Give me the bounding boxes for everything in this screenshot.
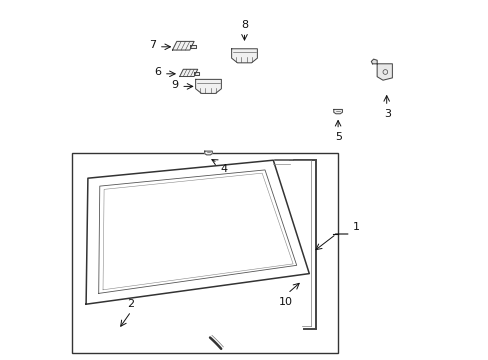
Bar — [72, 153, 337, 353]
Text: 4: 4 — [220, 164, 227, 174]
Polygon shape — [376, 64, 391, 80]
Polygon shape — [204, 151, 212, 155]
Polygon shape — [194, 72, 199, 75]
Text: 5: 5 — [335, 132, 342, 143]
Text: 10: 10 — [278, 297, 292, 307]
Text: 1: 1 — [352, 222, 359, 232]
Text: 9: 9 — [170, 80, 178, 90]
Text: 7: 7 — [149, 40, 156, 50]
Polygon shape — [231, 49, 257, 63]
Polygon shape — [370, 59, 376, 64]
Polygon shape — [172, 41, 194, 50]
Polygon shape — [189, 45, 196, 48]
Text: 6: 6 — [154, 67, 161, 77]
Text: 8: 8 — [241, 19, 247, 30]
Polygon shape — [86, 160, 309, 304]
Polygon shape — [333, 109, 342, 114]
Text: 3: 3 — [384, 109, 390, 119]
Text: 2: 2 — [127, 299, 134, 309]
Polygon shape — [179, 69, 197, 77]
Polygon shape — [195, 80, 221, 94]
